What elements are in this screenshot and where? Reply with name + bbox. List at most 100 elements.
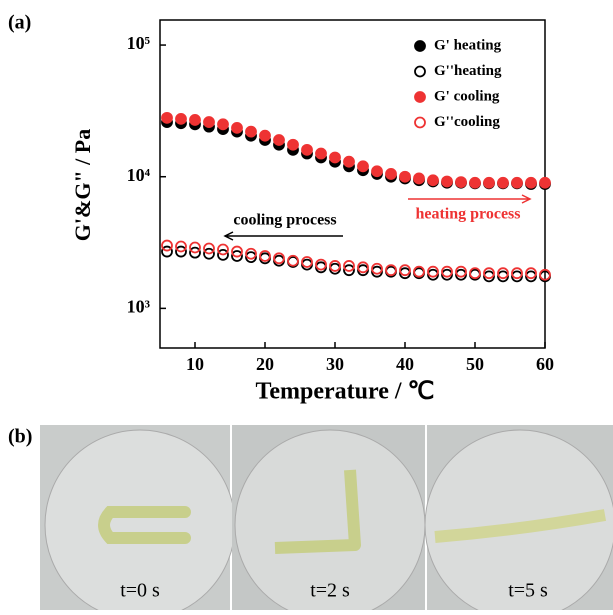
data-point	[259, 129, 271, 142]
annotation-arrow	[408, 194, 532, 204]
panel-label: (b)	[8, 426, 32, 448]
x-tick-label: 30	[326, 354, 344, 374]
annotation-arrow	[223, 231, 343, 241]
data-point	[539, 176, 551, 189]
photo-caption: t=2 s	[310, 580, 350, 602]
data-point	[399, 170, 411, 183]
data-point	[525, 176, 537, 189]
data-point	[483, 270, 495, 283]
data-point	[497, 176, 509, 189]
x-tick-label: 20	[256, 354, 274, 374]
data-point	[483, 176, 495, 189]
data-point	[511, 267, 523, 280]
legend-marker	[414, 116, 426, 129]
legend-marker	[414, 91, 426, 103]
data-point	[301, 143, 313, 156]
x-tick-label: 10	[186, 354, 204, 374]
x-axis-label: Temperature / ℃	[256, 379, 435, 405]
photo-caption: t=0 s	[120, 580, 160, 602]
x-tick-label: 50	[466, 354, 484, 374]
data-point	[399, 264, 411, 277]
data-point	[245, 251, 257, 264]
data-point	[385, 168, 397, 180]
data-point	[483, 267, 495, 280]
data-point	[455, 176, 467, 189]
data-point	[497, 270, 509, 283]
data-point	[245, 247, 257, 260]
data-point	[413, 265, 425, 278]
data-point	[371, 165, 383, 178]
data-point	[469, 176, 481, 189]
data-point	[455, 265, 467, 278]
data-point	[217, 243, 229, 256]
data-point	[287, 254, 299, 267]
data-point	[189, 114, 201, 126]
data-point	[301, 256, 313, 268]
data-point	[343, 264, 355, 277]
data-point	[441, 265, 453, 278]
data-point	[161, 245, 173, 258]
annotation: cooling process	[233, 212, 336, 229]
data-point	[329, 151, 341, 164]
data-point	[371, 262, 383, 275]
data-point	[287, 138, 299, 151]
data-point	[385, 264, 397, 277]
photo-caption: t=5 s	[508, 580, 548, 602]
annotation: heating process	[415, 206, 520, 223]
legend-label: G''cooling	[434, 114, 500, 130]
data-point	[161, 239, 173, 252]
data-point	[203, 116, 215, 128]
data-point	[273, 252, 285, 265]
data-point	[511, 270, 523, 283]
data-point	[273, 134, 285, 146]
data-point	[203, 242, 215, 255]
legend-label: G' cooling	[434, 88, 500, 104]
data-point	[497, 267, 509, 280]
data-point	[189, 241, 201, 254]
data-point	[315, 258, 327, 271]
y-tick-label: 10⁴	[127, 165, 151, 185]
legend-label: G''heating	[434, 63, 502, 79]
legend-marker	[414, 65, 426, 78]
data-point	[245, 125, 257, 138]
data-point	[413, 172, 425, 185]
data-point	[217, 248, 229, 261]
data-point	[441, 175, 453, 188]
data-point	[315, 147, 327, 160]
data-point	[231, 121, 243, 134]
data-point	[357, 160, 369, 173]
data-point	[329, 260, 341, 272]
data-point	[357, 261, 369, 274]
data-point	[539, 268, 551, 281]
photo	[40, 425, 236, 615]
x-tick-label: 40	[396, 354, 414, 374]
data-point	[161, 111, 173, 124]
data-point	[427, 265, 439, 278]
data-point	[217, 118, 229, 131]
data-point	[427, 174, 439, 187]
data-point	[525, 267, 537, 280]
panel-label: (a)	[8, 12, 31, 34]
y-tick-label: 10⁵	[127, 33, 151, 53]
data-point	[525, 270, 537, 283]
photo	[424, 425, 613, 615]
y-axis-label: G'&G" / Pa	[70, 129, 95, 241]
data-point	[175, 245, 187, 258]
data-point	[469, 267, 481, 280]
data-point	[343, 260, 355, 272]
data-point	[511, 176, 523, 189]
data-point	[175, 112, 187, 125]
data-point	[343, 155, 355, 168]
data-point	[231, 250, 243, 262]
legend-label: G' heating	[434, 37, 502, 53]
data-point	[259, 250, 271, 262]
data-point	[231, 245, 243, 258]
x-tick-label: 60	[536, 354, 554, 374]
data-point	[203, 247, 215, 260]
data-point	[189, 246, 201, 259]
legend-marker	[414, 40, 426, 52]
y-tick-label: 10³	[127, 296, 151, 316]
photo	[232, 425, 426, 615]
data-point	[175, 240, 187, 253]
